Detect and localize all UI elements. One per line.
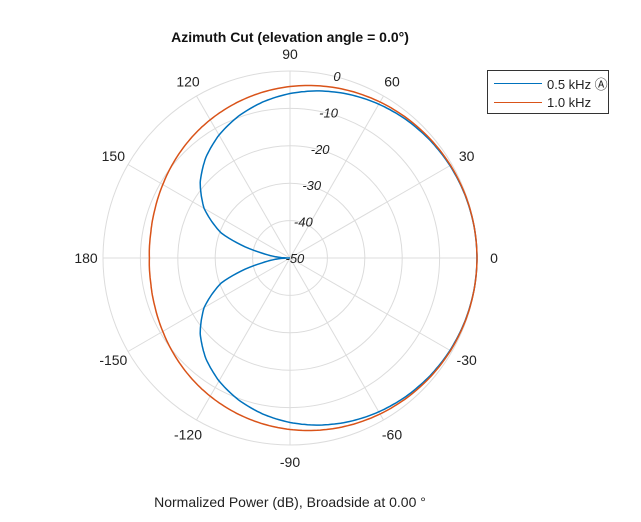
angle-tick-label: -150 [99,352,127,368]
r-tick-label: 0 [333,69,341,84]
x-axis-label: Normalized Power (dB), Broadside at 0.00… [154,494,426,510]
angle-tick-labels: 0 30 60 90 120 150 180 -150 -120 -90 -60 -30 [74,46,498,470]
angle-tick-label: -90 [280,454,300,470]
angle-tick-label: -60 [382,427,402,443]
grid-spoke [196,257,291,421]
angle-tick-label: -120 [174,427,202,443]
r-tick-label: -30 [302,178,322,193]
grid-spoke [196,95,291,259]
r-tick-label: -10 [319,105,339,120]
angle-tick-label: 90 [282,46,298,62]
angle-tick-label: 30 [459,148,475,164]
angle-tick-label: -30 [457,352,477,368]
grid-spoke [127,257,291,352]
series-curves [148,84,478,432]
legend-label: 0.5 kHz Ⓐ [547,76,608,92]
grid-spoke [289,257,453,352]
angle-tick-label: 60 [384,73,400,89]
r-tick-label: -40 [294,215,314,230]
legend-swatch-orange [494,101,542,103]
grid-spoke [289,164,453,259]
angle-tick-label: 120 [176,73,200,89]
legend-entry-1-0-khz[interactable]: 1.0 kHz [494,93,591,111]
legend-entry-0-5-khz[interactable]: 0.5 kHz Ⓐ [494,74,608,92]
angle-tick-label: 0 [490,250,498,266]
legend-label: 1.0 kHz [547,94,592,110]
chart-title: Azimuth Cut (elevation angle = 0.0°) [171,29,409,45]
angle-tick-label: 180 [74,250,98,266]
series-line [148,84,478,432]
r-tick-label: -50 [286,251,306,266]
grid-spoke [127,164,291,259]
grid-spoke [289,257,384,421]
grid-spoke [289,95,384,259]
r-tick-label: -20 [311,142,331,157]
r-tick-labels: 0 -10 -20 -30 -40 -50 [286,69,342,266]
legend-swatch-blue [494,82,542,84]
legend[interactable]: 0.5 kHz Ⓐ 1.0 kHz [487,70,609,114]
angle-tick-label: 150 [102,148,126,164]
